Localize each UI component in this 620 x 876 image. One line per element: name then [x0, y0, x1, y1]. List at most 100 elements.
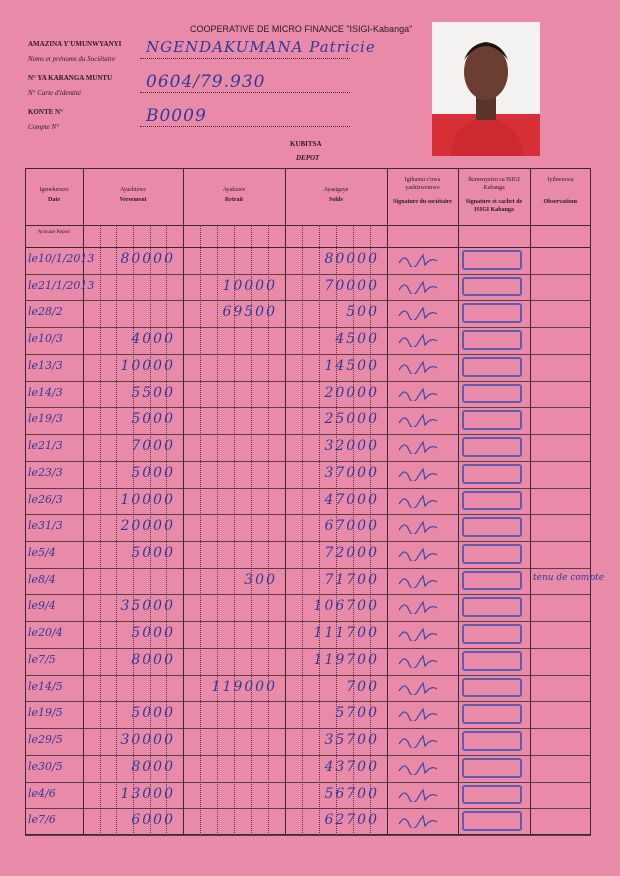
photo: [432, 22, 540, 156]
stamp: [462, 597, 522, 618]
row-line: [25, 327, 591, 329]
stamp: [462, 490, 522, 511]
digit-guide: [116, 225, 118, 835]
signature: [397, 306, 439, 322]
stamp: [462, 330, 522, 350]
solde-cell: 47000: [324, 491, 379, 508]
signature: [397, 761, 439, 776]
versement-cell: 10000: [120, 357, 175, 374]
digit-guide: [234, 225, 235, 835]
versement-cell: 80000: [120, 251, 175, 267]
field-sublabel: Noms et prénoms du Sociétaire: [28, 55, 116, 63]
signature: [397, 654, 439, 670]
row-line: [25, 460, 591, 462]
table-border: [25, 168, 591, 835]
stamp: [462, 731, 522, 751]
stamp: [462, 356, 522, 377]
date-cell: le4/6: [28, 786, 56, 800]
retrait-cell: 300: [244, 571, 277, 588]
stamp: [462, 650, 522, 671]
stamp: [462, 410, 522, 431]
column-header-french: Signature du sociétaire: [393, 199, 452, 205]
row-line: [25, 781, 591, 783]
row-line: [25, 380, 591, 382]
date-cell: le29/5: [28, 733, 63, 747]
digit-guide: [353, 225, 354, 835]
row-line: [25, 541, 591, 542]
column-header-kirundi: Igikumu c'uwa yashizwemwo: [404, 177, 441, 191]
digit-guide: [370, 225, 371, 835]
row-line: [25, 514, 591, 516]
row-line: [25, 594, 591, 596]
digit-guide: [149, 225, 151, 835]
date-cell: le10/3: [28, 332, 63, 346]
solde-cell: 32000: [324, 438, 379, 455]
section-title: KUBITSA: [290, 140, 322, 148]
column-line: [530, 168, 531, 835]
digit-guide: [133, 225, 134, 835]
date-cell: le14/5: [28, 679, 63, 693]
column-line: [83, 168, 84, 835]
versement-cell: 6000: [131, 812, 175, 829]
stamp: [462, 517, 522, 537]
row-line: [25, 487, 591, 489]
digit-guide: [217, 225, 218, 835]
retrait-cell: 69500: [222, 304, 277, 321]
versement-cell: 4000: [131, 331, 175, 348]
signature: [397, 627, 439, 643]
row-line: [25, 273, 591, 275]
section-subtitle: DEPOT: [296, 154, 320, 162]
digit-guide: [319, 225, 320, 835]
date-cell: le8/4: [28, 572, 56, 586]
versement-cell: 13000: [120, 785, 175, 802]
row-line: [25, 353, 591, 355]
row-line: [25, 674, 591, 676]
solde-cell: 500: [346, 304, 379, 321]
signature: [397, 814, 439, 830]
field-value: NGENDAKUMANA Patricie: [146, 38, 376, 56]
digit-guide: [302, 225, 303, 835]
date-cell: le7/5: [28, 652, 56, 666]
date-cell: le14/3: [28, 385, 63, 399]
column-header-french: Solde: [328, 197, 343, 203]
date-cell: le21/1/2013: [28, 278, 95, 292]
versement-cell: 20000: [120, 518, 175, 535]
signature: [397, 707, 439, 723]
stamp: [462, 437, 522, 457]
date-cell: le5/4: [28, 546, 56, 559]
date-cell: le19/3: [28, 412, 63, 426]
solde-cell: 80000: [324, 251, 379, 267]
retrait-cell: 119000: [211, 678, 277, 695]
signature: [397, 520, 439, 536]
solde-cell: 56700: [324, 785, 379, 802]
stamp: [462, 784, 522, 805]
row-line: [25, 300, 591, 302]
digit-guide: [200, 225, 201, 835]
versement-cell: 8000: [131, 651, 175, 668]
date-cell: le30/5: [28, 759, 63, 773]
field-underline: [140, 92, 350, 93]
solde-cell: 62700: [324, 812, 379, 829]
solde-cell: 37000: [324, 464, 379, 481]
date-cell: le26/3: [28, 492, 63, 506]
signature: [397, 440, 439, 456]
column-header-kirundi: Igenekerezo: [39, 187, 69, 193]
row-line: [25, 728, 591, 730]
signature: [397, 467, 439, 482]
solde-cell: 35700: [324, 732, 379, 749]
solde-cell: 72000: [324, 545, 379, 561]
date-cell: le19/5: [28, 706, 63, 720]
column-header-kirundi: Ikimenyetso ca ISIGI Kabanga: [468, 177, 520, 191]
signature: [397, 574, 439, 589]
solde-cell: 67000: [324, 518, 379, 535]
column-header-french: Date: [48, 197, 60, 203]
retrait-cell: 10000: [222, 277, 277, 294]
versement-cell: 35000: [120, 598, 175, 615]
digit-guide: [336, 225, 337, 835]
row-line: [25, 808, 591, 810]
versement-cell: 8000: [131, 758, 175, 775]
signature: [397, 253, 439, 269]
stamp: [462, 250, 522, 270]
solde-cell: 106700: [313, 598, 379, 615]
column-header-french: Versement: [119, 197, 147, 203]
